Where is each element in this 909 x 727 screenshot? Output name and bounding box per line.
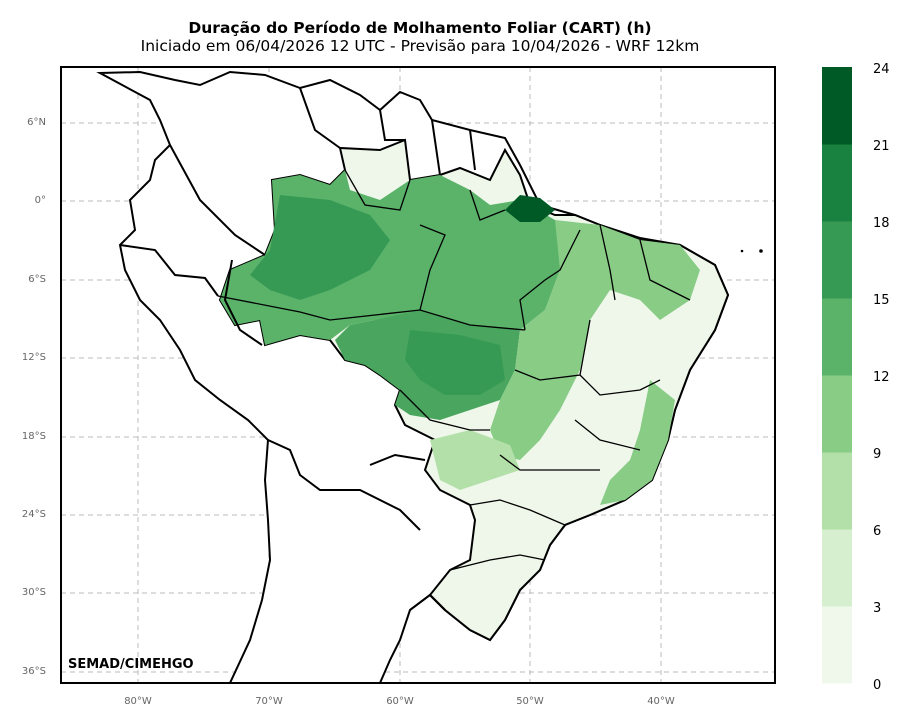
colorbar-tick-label: 24 [873, 62, 890, 77]
wetness-area-east [490, 220, 700, 460]
lon-label-50w: 50°W [516, 696, 544, 707]
map-subtitle: Iniciado em 06/04/2026 12 UTC - Previsão… [140, 37, 700, 55]
wetness-area-center-dark [405, 330, 505, 395]
colorbar-tick-label: 15 [873, 293, 890, 308]
map-frame [60, 66, 776, 684]
colorbar-tick-label: 9 [873, 447, 882, 462]
lon-label-70w: 70°W [255, 696, 283, 707]
wetness-area-west-dark [250, 195, 390, 300]
lat-label-12s: 12°S [21, 352, 46, 363]
lat-label-6s: 6°S [28, 274, 46, 285]
lat-label-6n: 6°N [27, 117, 46, 128]
colorbar-segment [822, 529, 852, 607]
colorbar-segment [822, 221, 852, 299]
wetness-area-coast [600, 380, 675, 505]
colorbar-segment [822, 375, 852, 453]
colorbar [822, 67, 852, 684]
wetness-area-southeast [430, 430, 520, 490]
colorbar-tick-label: 0 [873, 678, 882, 693]
wetness-area-delta [505, 195, 555, 222]
colorbar-tick-label: 18 [873, 216, 890, 231]
colorbar-segment [822, 144, 852, 222]
lat-label-24s: 24°S [21, 509, 46, 520]
lat-label-36s: 36°S [21, 666, 46, 677]
country-borders [119, 87, 476, 611]
lat-label-0: 0° [34, 195, 46, 206]
lat-label-30s: 30°S [21, 587, 46, 598]
colorbar-segment [822, 452, 852, 530]
colorbar-segment [822, 606, 852, 684]
colorbar-tick-label: 6 [873, 524, 882, 539]
colorbar-tick-label: 3 [873, 601, 882, 616]
island-marker [759, 249, 763, 253]
lon-label-80w: 80°W [124, 696, 152, 707]
lat-label-18s: 18°S [21, 431, 46, 442]
colorbar-segment [822, 67, 852, 145]
state-borders [217, 169, 691, 571]
colorbar-tick-label: 12 [873, 370, 890, 385]
colorbar-tick-label: 21 [873, 139, 890, 154]
island-marker [740, 249, 744, 253]
map-title: Duração do Período de Molhamento Foliar … [188, 19, 652, 37]
credit-label: SEMAD/CIMEHGO [68, 657, 194, 672]
colorbar-segment [822, 298, 852, 376]
lon-label-40w: 40°W [647, 696, 675, 707]
lon-label-60w: 60°W [386, 696, 414, 707]
